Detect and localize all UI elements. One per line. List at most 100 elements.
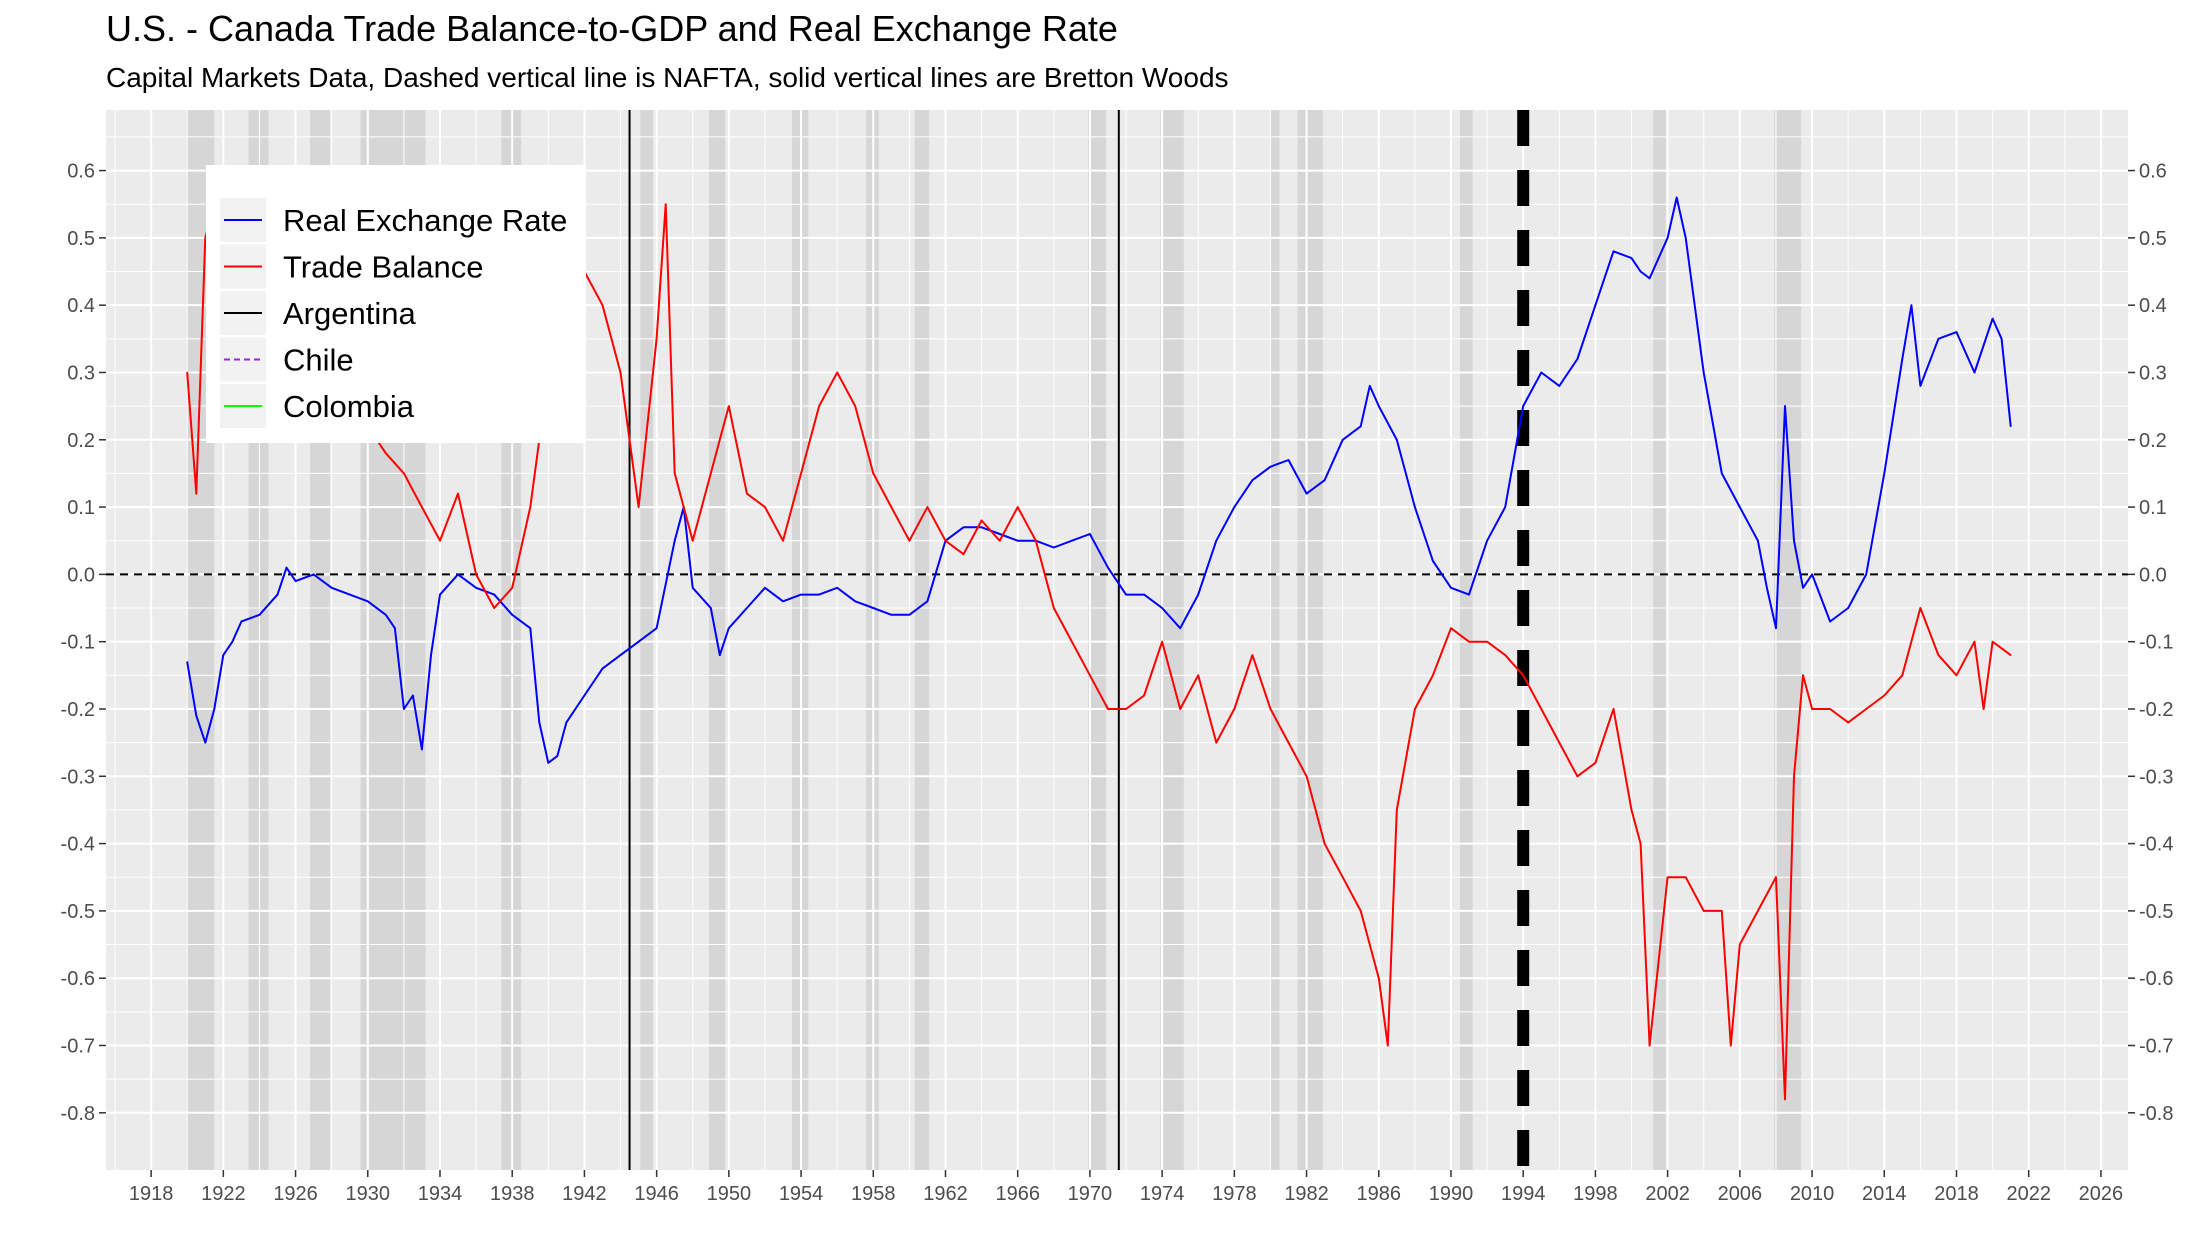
series-0-point-13 [348, 593, 351, 596]
series-0-point-99 [1720, 472, 1723, 475]
series-1-point-64 [1269, 708, 1272, 710]
legend-label-4: Colombia [283, 389, 415, 424]
series-1-point-56 [1125, 708, 1127, 710]
series-0-point-33 [619, 654, 622, 656]
series-0-point-62 [1107, 566, 1109, 569]
x-tick-label-1938: 1938 [490, 1183, 535, 1205]
series-1-point-67 [1323, 842, 1326, 845]
y-right-tick-label-7: -0.1 [2139, 632, 2173, 654]
y-left-tick-label-4: -0.4 [61, 834, 95, 856]
series-0-point-40 [719, 654, 721, 656]
series-0-point-102 [1766, 587, 1768, 589]
series-0-point-26 [529, 627, 532, 630]
series-0-point-54 [962, 526, 965, 529]
series-1-point-28 [637, 506, 640, 508]
series-0-point-86 [1522, 405, 1525, 407]
series-1-point-76 [1468, 640, 1470, 643]
series-0-point-110 [1865, 573, 1868, 576]
x-tick-label-1982: 1982 [1284, 1183, 1329, 1205]
y-right-tick-label-3: -0.5 [2139, 901, 2173, 923]
series-1-point-52 [1053, 607, 1055, 609]
series-1-point-90 [1702, 910, 1705, 912]
series-0-point-77 [1368, 385, 1371, 387]
series-0-point-112 [1901, 358, 1904, 360]
series-0-point-74 [1323, 479, 1326, 481]
series-0-point-20 [430, 654, 432, 656]
series-0-point-11 [312, 573, 315, 576]
series-0-point-106 [1802, 587, 1804, 589]
y-left-tick-label-10: 0.2 [67, 430, 95, 452]
series-0-point-70 [1251, 479, 1254, 481]
series-0-point-89 [1576, 358, 1579, 360]
series-0-point-52 [926, 600, 929, 603]
series-0-point-60 [1071, 539, 1073, 542]
x-tick-label-1974: 1974 [1140, 1183, 1185, 1205]
series-1-point-59 [1179, 708, 1181, 710]
series-0-point-114 [1919, 385, 1922, 387]
x-tick-label-1986: 1986 [1357, 1183, 1402, 1205]
x-tick-label-1970: 1970 [1068, 1183, 1113, 1205]
recession-band-15 [1653, 110, 1666, 1170]
recession-band-11 [1160, 110, 1184, 1170]
series-0-point-83 [1468, 593, 1470, 596]
series-1-point-30 [664, 203, 667, 206]
series-1-point-22 [529, 506, 532, 508]
series-1-point-102 [1865, 708, 1868, 710]
series-0-point-69 [1233, 506, 1236, 508]
series-1-point-26 [601, 304, 604, 306]
series-1-point-27 [619, 371, 622, 374]
series-1-point-91 [1720, 910, 1723, 912]
axes: 1918 1922 1926 1930 1934 1938 1942 1946 1950 1954… [61, 161, 2174, 1205]
series-1-point-58 [1161, 640, 1163, 643]
x-tick-label-2014: 2014 [1862, 1183, 1907, 1205]
x-tick-label-2002: 2002 [1645, 1183, 1690, 1205]
series-1-point-37 [782, 539, 784, 542]
series-0-point-101 [1757, 539, 1759, 542]
legend-label-3: Chile [283, 343, 354, 378]
reference-lines [106, 110, 2128, 1170]
series-1-point-16 [421, 506, 423, 508]
series-1-point-51 [1034, 539, 1037, 542]
series-0-point-107 [1811, 573, 1813, 576]
recession-band-13 [1297, 110, 1323, 1170]
series-0-point-43 [764, 587, 766, 589]
series-0-point-2 [204, 741, 207, 744]
series-1-point-107 [1955, 674, 1958, 677]
series-0-point-120 [2009, 425, 2012, 428]
series-1-point-95 [1775, 876, 1777, 879]
series-1-point-61 [1215, 741, 1218, 744]
series-1-point-1 [195, 492, 198, 495]
x-tick-label-2022: 2022 [2006, 1183, 2051, 1205]
series-0-point-44 [782, 600, 784, 603]
series-1-point-55 [1107, 708, 1109, 710]
x-tick-label-2026: 2026 [2079, 1183, 2124, 1205]
series-0-point-66 [1179, 627, 1181, 630]
x-tick-label-1922: 1922 [201, 1183, 246, 1205]
series-0-point-9 [285, 566, 288, 569]
series-1-point-29 [655, 338, 658, 340]
y-right-tick-label-2: -0.6 [2139, 968, 2173, 990]
series-1-point-47 [962, 553, 965, 555]
series-0-point-5 [231, 640, 234, 643]
x-tick-label-1990: 1990 [1429, 1183, 1474, 1205]
series-0-point-65 [1161, 607, 1163, 609]
series-1-point-65 [1287, 741, 1290, 744]
series-1-point-45 [926, 506, 929, 508]
series-0-point-93 [1639, 270, 1642, 273]
series-1-point-68 [1341, 876, 1344, 879]
x-tick-label-1926: 1926 [273, 1183, 318, 1205]
series-1-point-35 [746, 492, 748, 495]
y-right-tick-label-14: 0.6 [2139, 161, 2167, 183]
series-0-point-103 [1775, 627, 1777, 630]
series-1-point-54 [1089, 674, 1091, 677]
series-0-point-0 [186, 661, 189, 663]
y-right-tick-label-8: 0.0 [2139, 564, 2167, 586]
series-1-point-87 [1648, 1044, 1651, 1047]
series-0-point-38 [691, 587, 694, 589]
series-0-point-50 [890, 613, 893, 616]
y-right-tick-label-13: 0.5 [2139, 228, 2167, 250]
series-1-point-99 [1811, 708, 1813, 710]
series-1-point-21 [511, 587, 514, 589]
y-right-tick-label-4: -0.4 [2139, 834, 2173, 856]
series-1-point-105 [1919, 607, 1922, 609]
